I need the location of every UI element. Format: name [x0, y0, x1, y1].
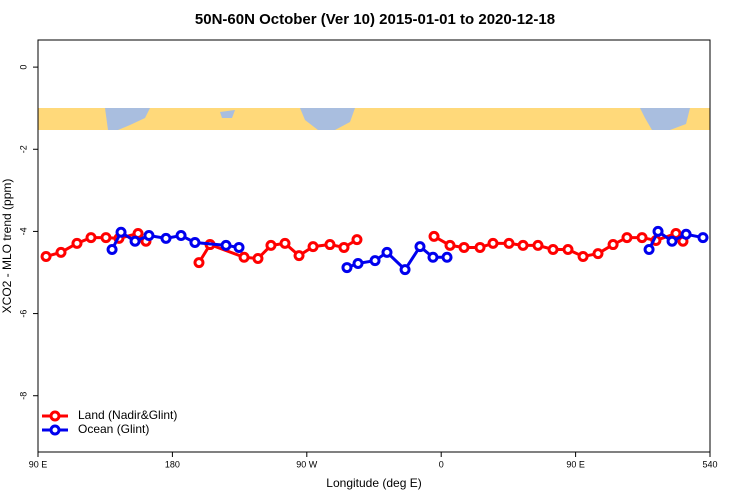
point	[441, 251, 453, 263]
point	[220, 239, 232, 251]
point	[414, 241, 426, 253]
point	[697, 232, 709, 244]
point	[40, 250, 52, 262]
point	[351, 234, 363, 246]
point	[265, 239, 277, 251]
point	[503, 237, 515, 249]
point	[175, 230, 187, 242]
point	[680, 228, 692, 240]
point	[652, 225, 664, 237]
x-tick-label: 90 E	[566, 459, 585, 469]
point	[607, 239, 619, 251]
legend-label: Ocean (Glint)	[78, 422, 149, 436]
point	[143, 230, 155, 242]
y-tick-label: -6	[18, 310, 28, 318]
point	[592, 248, 604, 260]
x-tick-label: 540	[702, 459, 717, 469]
point	[532, 239, 544, 251]
x-tick-label: 90 W	[296, 459, 318, 469]
point	[307, 241, 319, 253]
point	[547, 243, 559, 255]
plot-frame	[37, 39, 711, 453]
point	[293, 250, 305, 262]
point	[369, 255, 381, 267]
point	[160, 232, 172, 244]
point	[115, 226, 127, 238]
point	[427, 251, 439, 263]
x-tick-label: 0	[439, 459, 444, 469]
y-tick-label: -4	[18, 227, 28, 235]
point	[85, 232, 97, 244]
y-tick-label: -8	[18, 392, 28, 400]
point	[106, 243, 118, 255]
x-tick-label: 90 E	[29, 459, 48, 469]
point	[341, 262, 353, 274]
x-axis-label: Longitude (deg E)	[326, 476, 421, 490]
point	[252, 253, 264, 265]
point	[444, 239, 456, 251]
point	[71, 237, 83, 249]
point	[399, 264, 411, 276]
point	[621, 232, 633, 244]
point	[55, 246, 67, 258]
point	[352, 257, 364, 269]
point	[666, 235, 678, 247]
legend-marker	[49, 424, 61, 436]
point	[338, 241, 350, 253]
point	[577, 250, 589, 262]
y-axis-label: XCO2 - MLO trend (ppm)	[0, 179, 14, 314]
y-tick-label: 0	[18, 65, 28, 70]
point	[517, 239, 529, 251]
point	[100, 232, 112, 244]
point	[636, 232, 648, 244]
point	[487, 237, 499, 249]
point	[238, 251, 250, 263]
point	[643, 243, 655, 255]
point	[129, 235, 141, 247]
point	[324, 239, 336, 251]
point	[193, 257, 205, 269]
chart-title: 50N-60N October (Ver 10) 2015-01-01 to 2…	[195, 11, 555, 28]
point	[428, 230, 440, 242]
point	[474, 241, 486, 253]
point	[279, 237, 291, 249]
legend-label: Land (Nadir&Glint)	[78, 408, 177, 422]
point	[233, 241, 245, 253]
point	[562, 243, 574, 255]
point	[381, 246, 393, 258]
map-band	[38, 108, 710, 130]
y-tick-label: -2	[18, 145, 28, 153]
legend-marker	[49, 410, 61, 422]
x-tick-label: 180	[165, 459, 180, 469]
point	[458, 241, 470, 253]
point	[189, 237, 201, 249]
